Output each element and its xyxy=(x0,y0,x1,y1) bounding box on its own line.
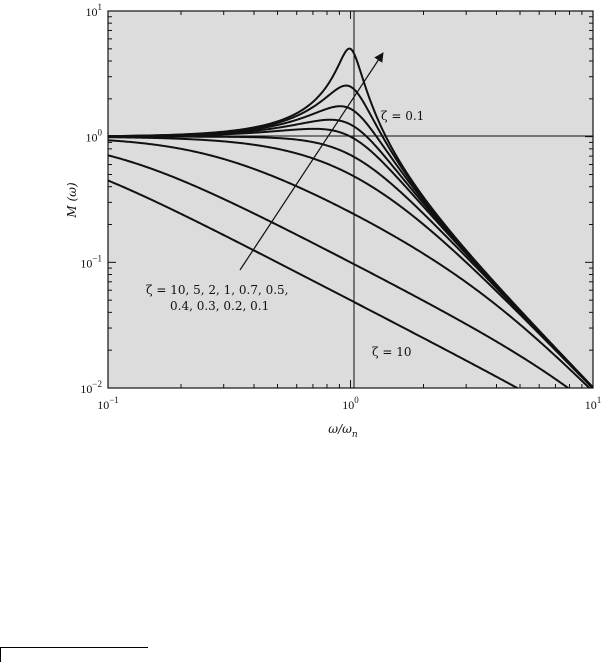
footnote-rule-stub xyxy=(0,647,1,662)
footnote-rule xyxy=(0,647,148,648)
annotation-zeta-low: ζ = 0.1 xyxy=(381,109,424,123)
annotation-zeta-list-line1: ζ = 10, 5, 2, 1, 0.7, 0.5, xyxy=(146,283,289,297)
y-tick-label: 100 xyxy=(86,128,103,145)
annotation-zeta-list-line2: 0.4, 0.3, 0.2, 0.1 xyxy=(170,299,269,313)
plot-area xyxy=(108,11,593,388)
curve-zeta-2 xyxy=(108,139,591,388)
x-axis-label: ω/ωn xyxy=(328,422,358,440)
curve-group xyxy=(108,47,593,388)
annotation-zeta-high: ζ = 10 xyxy=(372,345,411,359)
curve-zeta-5 xyxy=(108,154,570,388)
x-tick-label: 10−1 xyxy=(97,395,119,412)
x-tick-label: 101 xyxy=(585,395,602,412)
y-axis-label: M (ω) xyxy=(65,182,79,219)
y-tick-label: 101 xyxy=(86,2,103,19)
annotation-arrow xyxy=(239,52,384,271)
y-tick-label: 10−1 xyxy=(80,253,102,270)
curve-zeta-10 xyxy=(108,179,520,388)
x-axis-label-sub: n xyxy=(352,430,358,440)
curve-zeta-0_1 xyxy=(108,47,593,388)
x-tick-label: 100 xyxy=(342,395,359,412)
curve-zeta-1 xyxy=(108,136,593,388)
y-tick-label: 10−2 xyxy=(80,379,102,396)
x-axis-label-main: ω/ω xyxy=(328,422,352,436)
